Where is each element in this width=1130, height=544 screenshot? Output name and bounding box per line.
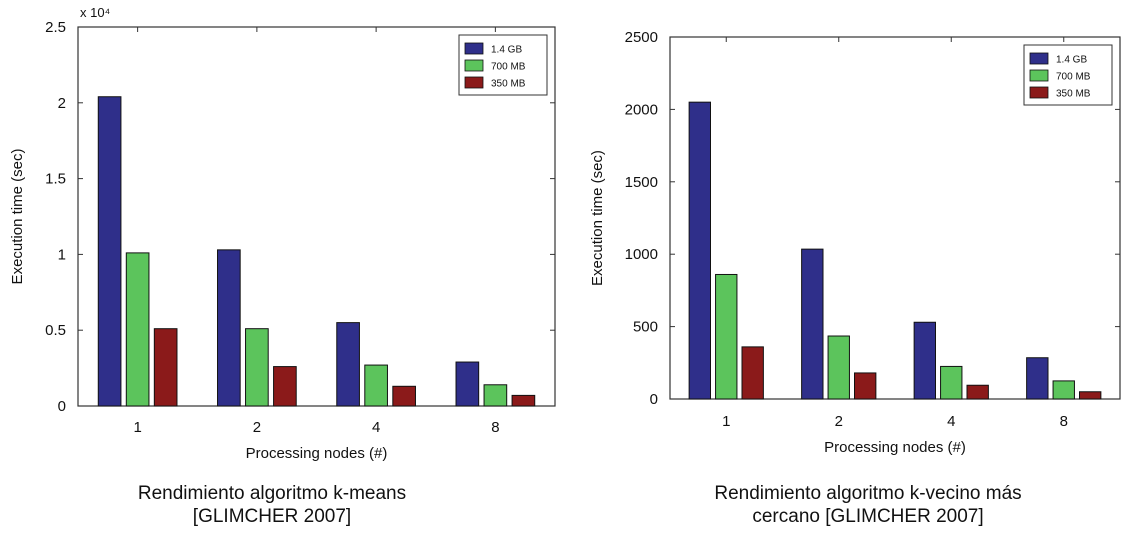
bar-1.4-gb-2 — [217, 249, 241, 407]
bar-700-mb-4 — [364, 364, 388, 407]
y-tick-label: 2 — [58, 95, 66, 112]
bar-350-mb-8 — [511, 394, 536, 407]
legend: 1.4 GB 700 MB 350 MB — [1023, 44, 1113, 106]
chart-2: 0 500 1000 1500 2000 2500 1 2 4 8 Processing nodes… — [589, 29, 1121, 456]
x-tick-label: 1 — [722, 413, 730, 430]
bar-700-mb-2 — [245, 328, 269, 407]
legend: 1.4 GB 700 MB 350 MB — [458, 34, 548, 96]
bar-1.4-gb-4 — [336, 322, 360, 407]
bar-350-mb-2 — [273, 366, 297, 407]
x-tick-label: 4 — [372, 419, 380, 436]
bar-700-mb-8 — [483, 384, 508, 407]
bar-700-mb-4 — [940, 365, 963, 400]
chart-2-caption-line1: Rendimiento algoritmo k-vecino más — [714, 483, 1022, 504]
bar-700-mb-1 — [125, 252, 150, 407]
y-axis-label: Execution time (sec) — [9, 149, 26, 285]
legend-label: 1.4 GB — [1056, 55, 1087, 66]
x-tick-label: 2 — [835, 413, 843, 430]
x-axis-label: Processing nodes (#) — [246, 445, 388, 462]
legend-label: 700 MB — [1056, 72, 1091, 83]
bar-1.4-gb-2 — [801, 248, 824, 400]
chart-1-caption: Rendimiento algoritmo k-means [GLIMCHER … — [62, 482, 482, 528]
legend-label: 1.4 GB — [491, 45, 522, 56]
y-tick-label: 1.5 — [45, 171, 66, 188]
y-tick-label: 0 — [650, 391, 658, 408]
y-tick-label: 2500 — [625, 29, 658, 46]
bar-1.4-gb-1 — [97, 96, 122, 407]
legend-swatch — [1029, 69, 1049, 82]
y-tick-label: 1 — [58, 246, 66, 263]
bar-700-mb-1 — [715, 273, 738, 400]
chart-2-caption: Rendimiento algoritmo k-vecino más cerca… — [658, 482, 1078, 528]
legend-label: 700 MB — [491, 62, 526, 73]
legend-swatch — [1029, 52, 1049, 65]
chart-1-caption-line2: [GLIMCHER 2007] — [192, 506, 352, 527]
y-tick-label: 1000 — [625, 246, 658, 263]
plot-frame — [669, 36, 1121, 400]
bar-350-mb-4 — [392, 385, 416, 407]
chart-1-caption-line1: Rendimiento algoritmo k-means — [137, 483, 407, 504]
y-tick-label: 0.5 — [45, 322, 66, 339]
bar-700-mb-8 — [1052, 380, 1075, 400]
legend-swatch — [464, 76, 484, 89]
y-multiplier-label: x 10⁴ — [80, 5, 110, 20]
bar-700-mb-2 — [827, 335, 850, 400]
y-tick-label: 500 — [633, 319, 658, 336]
bar-350-mb-1 — [153, 328, 178, 407]
bar-1.4-gb-8 — [455, 361, 480, 407]
legend-label: 350 MB — [491, 79, 526, 90]
y-tick-label: 2000 — [625, 101, 658, 118]
x-tick-label: 4 — [947, 413, 955, 430]
legend-swatch — [1029, 86, 1049, 99]
x-tick-label: 8 — [491, 419, 499, 436]
y-tick-label: 1500 — [625, 174, 658, 191]
bar-350-mb-1 — [741, 346, 764, 400]
y-axis-label: Execution time (sec) — [589, 150, 606, 286]
legend-swatch — [464, 42, 484, 55]
y-tick-label: 0 — [58, 398, 66, 415]
x-axis-label: Processing nodes (#) — [824, 439, 966, 456]
legend-label: 350 MB — [1056, 89, 1091, 100]
bar-1.4-gb-8 — [1026, 357, 1049, 400]
bar-1.4-gb-1 — [688, 101, 711, 400]
plot-frame — [77, 26, 556, 407]
bar-350-mb-4 — [966, 384, 989, 400]
legend-swatch — [464, 59, 484, 72]
x-tick-label: 2 — [253, 419, 261, 436]
bar-350-mb-8 — [1079, 391, 1102, 400]
x-tick-label: 1 — [133, 419, 141, 436]
y-tick-label: 2.5 — [45, 19, 66, 36]
bar-1.4-gb-4 — [913, 321, 936, 400]
chart-2-caption-line2: cercano [GLIMCHER 2007] — [752, 506, 984, 527]
chart-1: 0 0.5 1 1.5 2 2.5 x 10⁴ 1 2 4 8 Processing nodes (#… — [9, 5, 556, 462]
x-tick-label: 8 — [1060, 413, 1068, 430]
bar-350-mb-2 — [854, 372, 877, 400]
